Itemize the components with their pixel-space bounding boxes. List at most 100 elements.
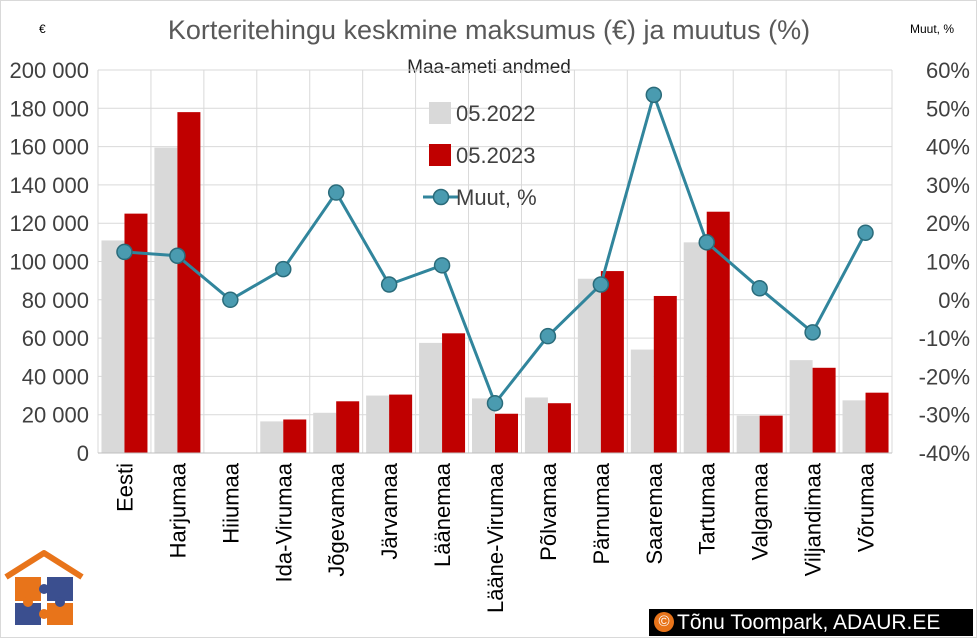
- right-tick-label: 20%: [926, 211, 970, 236]
- house-puzzle-logo-icon: [4, 550, 84, 625]
- left-tick-label: 200 000: [9, 58, 89, 83]
- category-label: Viljandimaa: [801, 462, 826, 576]
- bar-052022-10: [630, 349, 654, 453]
- left-tick-label: 20 000: [22, 403, 89, 428]
- right-axis-unit: Muut, %: [910, 22, 954, 36]
- bar-052023-4: [336, 401, 360, 453]
- change-point-0: [116, 243, 133, 261]
- bar-052022-5: [366, 395, 390, 453]
- legend-label-0: 05.2022: [456, 101, 536, 126]
- left-tick-label: 60 000: [22, 326, 89, 351]
- change-point-7: [486, 394, 504, 412]
- right-tick-label: -10%: [919, 326, 970, 351]
- category-label: Harjumaa: [165, 462, 190, 558]
- change-point-3: [275, 260, 292, 278]
- bar-052022-7: [472, 398, 495, 453]
- left-tick-label: 40 000: [22, 364, 89, 389]
- change-point-4: [327, 184, 345, 201]
- copyright-text: Tõnu Toompark, ADAUR.EE: [677, 611, 941, 634]
- right-tick-label: 0%: [938, 288, 970, 313]
- left-tick-label: 180 000: [9, 96, 89, 121]
- bar-052022-8: [524, 397, 548, 453]
- bar-052023-12: [759, 415, 783, 453]
- change-point-5: [380, 276, 398, 293]
- copyright-notice: © Tõnu Toompark, ADAUR.EE: [649, 609, 973, 636]
- change-point-9: [592, 276, 610, 293]
- bar-052023-11: [706, 211, 730, 453]
- legend-label-2: Muut, %: [456, 185, 537, 210]
- legend-label-1: 05.2023: [456, 143, 536, 168]
- category-label: Tartumaa: [695, 462, 720, 554]
- bar-052022-3: [260, 421, 284, 453]
- change-point-10: [645, 86, 663, 104]
- bar-052023-14: [865, 392, 889, 453]
- category-label: Järvamaa: [377, 462, 402, 559]
- bar-052022-0: [101, 240, 125, 453]
- left-axis-unit: €: [39, 22, 46, 36]
- legend-marker: [432, 188, 450, 206]
- right-tick-label: 50%: [926, 96, 970, 121]
- bar-052022-4: [313, 412, 337, 453]
- right-tick-label: 10%: [926, 250, 970, 275]
- change-point-6: [433, 257, 451, 274]
- bar-052023-6: [442, 333, 466, 453]
- bar-052022-11: [683, 242, 707, 453]
- left-tick-label: 0: [77, 441, 89, 466]
- bars: [101, 112, 889, 453]
- bar-052023-10: [653, 295, 677, 453]
- right-tick-label: -40%: [919, 441, 970, 466]
- change-point-8: [539, 327, 557, 345]
- category-label: Ida-Virumaa: [271, 462, 296, 582]
- right-tick-label: -30%: [919, 403, 970, 428]
- change-line: [116, 86, 874, 412]
- right-tick-label: 40%: [926, 135, 970, 160]
- bar-052022-6: [419, 342, 443, 453]
- category-label: Lääne-Virumaa: [483, 462, 508, 613]
- left-tick-label: 140 000: [9, 173, 89, 198]
- category-label: Põlvamaa: [536, 462, 561, 561]
- bar-052023-0: [124, 213, 148, 453]
- change-line-path: [124, 93, 867, 405]
- axes: 0 20 000 40 000 60 000 80 000 100 000 120 000 1…: [9, 58, 970, 613]
- change-point-11: [698, 234, 715, 251]
- change-point-13: [804, 324, 821, 341]
- left-tick-label: 80 000: [22, 288, 89, 313]
- change-point-14: [857, 224, 874, 242]
- bar-052023-9: [600, 271, 624, 453]
- change-point-2: [222, 291, 239, 309]
- legend-swatch-0: [429, 102, 451, 124]
- right-tick-label: 30%: [926, 173, 970, 198]
- legend: 05.2022 05.2023 Muut, %: [423, 101, 537, 210]
- category-label: Saaremaa: [642, 462, 667, 564]
- change-point-12: [751, 280, 768, 297]
- gridlines: [97, 69, 893, 453]
- change-point-1: [169, 247, 186, 265]
- bar-052022-9: [577, 278, 601, 453]
- category-label: Läänemaa: [430, 462, 455, 567]
- bar-052022-1: [154, 147, 178, 453]
- copyright-icon: ©: [654, 611, 674, 632]
- category-label: Jõgevamaa: [324, 462, 349, 577]
- left-tick-label: 160 000: [9, 135, 89, 160]
- bar-052022-13: [789, 360, 813, 453]
- bar-052023-7: [495, 413, 518, 453]
- category-label: Pärnumaa: [589, 462, 614, 564]
- bar-052022-14: [842, 400, 866, 453]
- chart-subtitle: Maa-ameti andmed: [407, 57, 571, 78]
- bar-052023-8: [547, 403, 571, 453]
- left-tick-label: 100 000: [9, 250, 89, 275]
- category-label: Valgamaa: [748, 462, 773, 560]
- category-label: Eesti: [112, 463, 137, 512]
- bar-052022-12: [736, 415, 760, 453]
- right-tick-label: 60%: [926, 58, 970, 83]
- category-label: Võrumaa: [854, 462, 879, 552]
- bar-052023-3: [283, 419, 307, 453]
- right-tick-label: -20%: [919, 364, 970, 389]
- bar-052023-13: [812, 367, 836, 453]
- legend-swatch-1: [429, 144, 451, 166]
- bar-052023-5: [389, 394, 413, 453]
- category-label: Hiiumaa: [218, 462, 243, 543]
- left-tick-label: 120 000: [9, 211, 89, 236]
